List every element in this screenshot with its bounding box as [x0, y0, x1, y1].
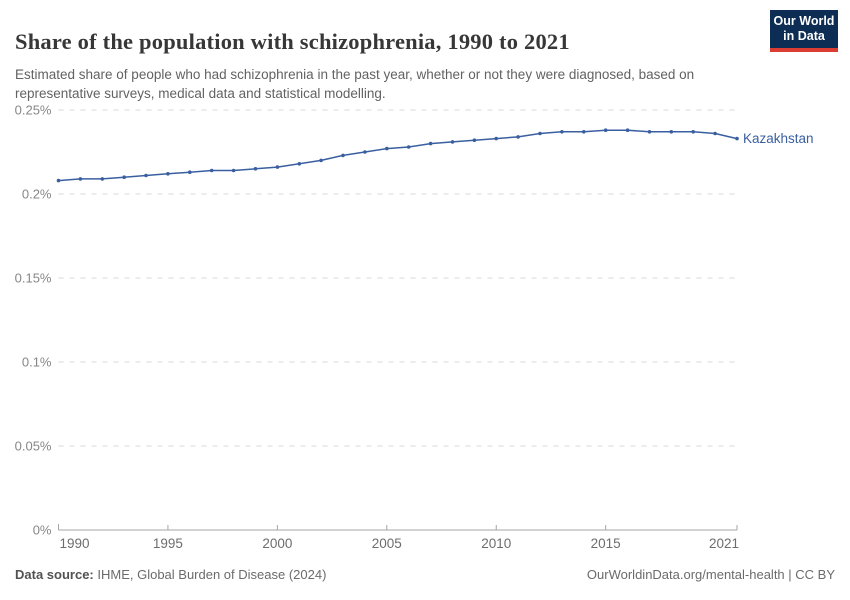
- data-source: Data source: IHME, Global Burden of Dise…: [15, 567, 326, 582]
- data-point: [582, 130, 586, 134]
- data-point: [450, 140, 455, 144]
- x-tick-label: 2005: [372, 536, 402, 551]
- data-point: [122, 175, 126, 179]
- x-tick-label: 2015: [591, 536, 621, 551]
- data-point: [297, 162, 302, 166]
- owid-logo-line2: in Data: [783, 29, 825, 43]
- x-tick-label: 1990: [60, 536, 90, 551]
- data-point: [625, 128, 630, 132]
- data-point: [188, 170, 192, 174]
- y-tick-label: 0.15%: [15, 271, 52, 286]
- data-point: [319, 158, 323, 163]
- data-point: [560, 130, 564, 134]
- entity-label: Kazakhstan: [743, 131, 814, 146]
- data-point: [166, 172, 170, 176]
- data-point: [144, 173, 148, 178]
- trend-line: [58, 129, 738, 182]
- y-tick-label: 0.2%: [22, 187, 52, 202]
- data-point: [56, 178, 61, 183]
- data-point: [253, 167, 258, 171]
- y-tick-label: 0.25%: [15, 103, 52, 118]
- data-point: [428, 141, 433, 146]
- data-point: [209, 168, 214, 173]
- x-tick-label: 2021: [709, 536, 739, 551]
- data-point: [735, 136, 739, 141]
- chart-subtitle: Estimated share of people who had schizo…: [15, 66, 695, 101]
- data-point: [691, 130, 695, 134]
- owid-logo-line1: Our World: [773, 14, 835, 28]
- y-tick-label: 0.05%: [15, 439, 52, 454]
- data-point: [100, 177, 105, 181]
- data-point: [472, 138, 477, 142]
- data-point: [341, 153, 345, 158]
- data-point: [385, 146, 389, 151]
- data-point: [494, 136, 499, 141]
- x-tick-label: 1995: [153, 536, 183, 551]
- data-source-value: IHME, Global Burden of Disease (2024): [93, 567, 327, 582]
- x-tick-label: 2000: [262, 536, 292, 551]
- data-point: [78, 177, 83, 181]
- data-point: [516, 135, 520, 139]
- chart-footer: Data source: IHME, Global Burden of Dise…: [15, 567, 835, 582]
- data-point: [275, 165, 280, 169]
- data-point: [713, 131, 717, 136]
- data-source-label: Data source:: [15, 567, 94, 582]
- data-point: [603, 128, 608, 132]
- data-point: [669, 130, 674, 134]
- data-point: [363, 150, 367, 154]
- license-note[interactable]: OurWorldinData.org/mental-health | CC BY: [586, 567, 835, 582]
- data-point: [231, 168, 236, 173]
- page-title: Share of the population with schizophren…: [15, 29, 570, 55]
- y-tick-label: 0.1%: [22, 355, 52, 370]
- owid-logo[interactable]: Our World in Data: [770, 10, 838, 52]
- data-point: [406, 145, 411, 149]
- y-tick-label: 0%: [33, 523, 52, 538]
- data-point: [538, 131, 542, 136]
- x-tick-label: 2010: [481, 536, 511, 551]
- data-point: [647, 130, 652, 134]
